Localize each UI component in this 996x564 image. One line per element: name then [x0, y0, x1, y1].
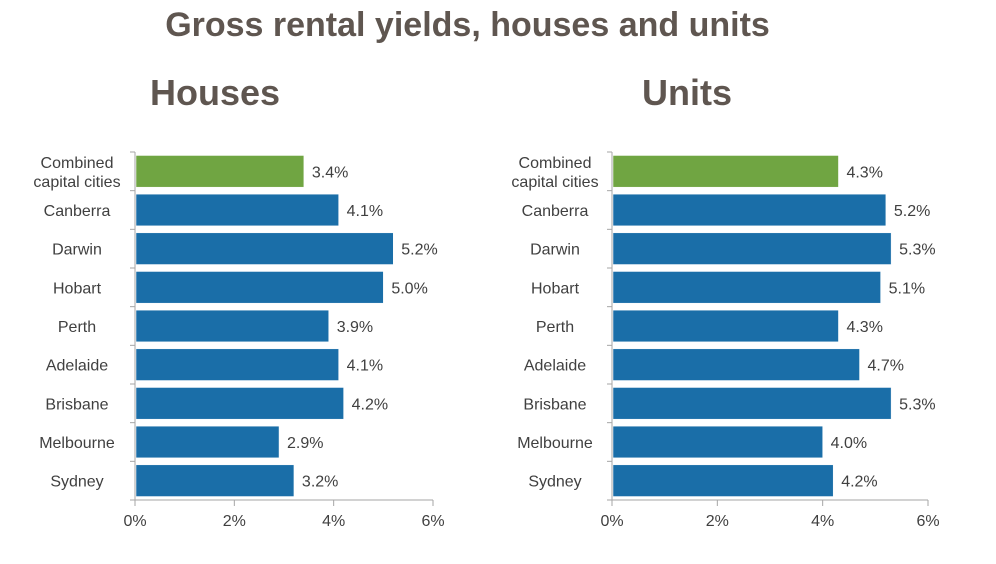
units-category-label: Combined [519, 155, 592, 172]
units-value-label: 5.3% [899, 396, 935, 413]
houses-x-tick-label: 0% [123, 513, 146, 530]
units-value-label: 5.3% [899, 242, 935, 259]
houses-panel-title: Houses [150, 72, 281, 113]
houses-bar [135, 309, 329, 343]
units-x-tick-label: 0% [600, 513, 623, 530]
houses-category-label: Sydney [50, 474, 103, 491]
houses-category-label: Brisbane [45, 396, 108, 413]
houses-value-label: 3.9% [337, 319, 373, 336]
houses-value-label: 5.2% [401, 242, 437, 259]
houses-value-label: 3.4% [312, 164, 348, 181]
units-bar [612, 193, 887, 227]
units-category-label: capital cities [511, 174, 598, 191]
units-bar [612, 309, 839, 343]
units-x-tick-label: 4% [811, 513, 834, 530]
units-category-label: Brisbane [523, 396, 586, 413]
houses-category-label: Hobart [53, 280, 102, 297]
units-bar [612, 348, 860, 381]
units-bar [612, 232, 892, 265]
houses-value-label: 3.2% [302, 474, 338, 491]
houses-category-label: Perth [58, 319, 96, 336]
houses-x-tick-label: 4% [322, 513, 345, 530]
houses-bar [135, 348, 339, 381]
houses-bar [135, 232, 394, 265]
units-bar [612, 271, 881, 304]
houses-category-label: Melbourne [39, 435, 115, 452]
units-bar [612, 155, 839, 188]
houses-bar [135, 387, 344, 420]
units-category-label: Melbourne [517, 435, 593, 452]
units-category-label: Darwin [530, 242, 580, 259]
houses-bar [135, 464, 295, 497]
units-category-label: Hobart [531, 280, 580, 297]
houses-value-label: 4.1% [347, 203, 383, 220]
houses-category-label: Canberra [44, 203, 111, 220]
houses-value-label: 4.1% [347, 358, 383, 375]
units-value-label: 5.1% [889, 280, 925, 297]
units-category-label: Sydney [528, 474, 581, 491]
houses-x-tick-label: 2% [223, 513, 246, 530]
units-bar [612, 387, 892, 420]
units-panel-title: Units [642, 72, 732, 113]
units-bar [612, 425, 823, 459]
houses-x-tick-label: 6% [421, 513, 444, 530]
units-x-tick-label: 2% [706, 513, 729, 530]
units-category-label: Canberra [522, 203, 589, 220]
units-category-label: Perth [536, 319, 574, 336]
houses-category-label: Combined [41, 155, 114, 172]
houses-bar [135, 155, 305, 188]
units-category-label: Adelaide [524, 358, 586, 375]
houses-category-label: Adelaide [46, 358, 108, 375]
units-value-label: 4.3% [846, 164, 882, 181]
units-value-label: 4.2% [841, 474, 877, 491]
houses-value-label: 2.9% [287, 435, 323, 452]
units-x-tick-label: 6% [916, 513, 939, 530]
houses-bar [135, 193, 339, 227]
houses-value-label: 5.0% [391, 280, 427, 297]
houses-category-label: Darwin [52, 242, 102, 259]
houses-bar [135, 425, 280, 459]
houses-category-label: capital cities [33, 174, 120, 191]
units-value-label: 5.2% [894, 203, 930, 220]
main-title: Gross rental yields, houses and units [165, 6, 770, 44]
houses-value-label: 4.2% [352, 396, 388, 413]
units-value-label: 4.7% [868, 358, 904, 375]
units-bar [612, 464, 834, 497]
units-value-label: 4.3% [846, 319, 882, 336]
units-value-label: 4.0% [831, 435, 867, 452]
houses-bar [135, 271, 384, 304]
